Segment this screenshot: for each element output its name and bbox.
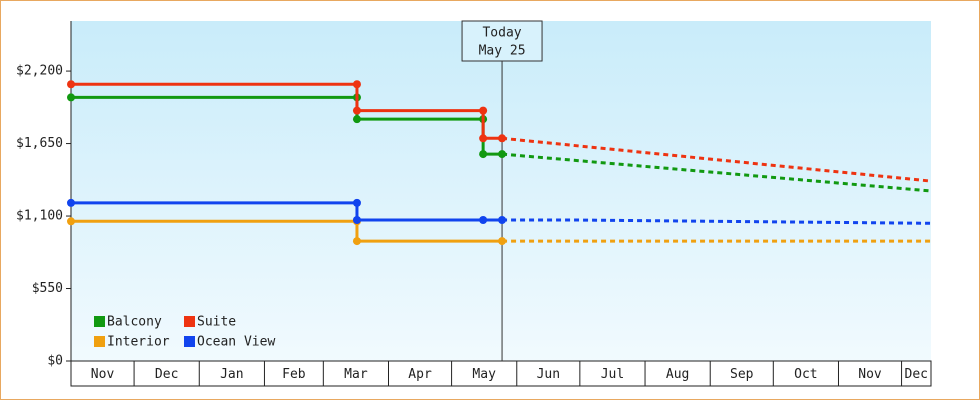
legend-swatch [94,316,105,327]
price-point [352,115,361,124]
price-point [352,80,361,89]
y-tick-label: $2,200 [16,64,63,79]
legend-swatch [184,336,195,347]
plot-background [71,21,931,361]
x-tick-label: Nov [858,367,882,382]
price-point [67,198,75,207]
legend-swatch [184,316,195,327]
forecast-line [502,218,932,225]
price-point [352,106,361,115]
y-tick-label: $1,100 [16,209,63,224]
price-point [352,215,361,224]
price-point [67,217,75,226]
y-tick-label: $550 [32,281,63,296]
price-point [479,134,488,143]
history-line [71,219,503,243]
x-tick-label: Jun [537,367,560,382]
price-point [352,237,361,246]
x-tick-label: Aug [666,367,689,382]
x-tick-label: Jan [220,367,243,382]
today-label: May 25 [479,44,526,59]
y-tick-label: $1,650 [16,136,63,151]
legend-swatch [94,336,105,347]
x-tick-label: May [472,367,496,382]
price-point [67,80,75,89]
x-tick-label: Nov [91,367,115,382]
y-tick-label: $0 [47,354,63,369]
x-tick-label: Jul [601,367,624,382]
x-tick-label: Apr [408,367,432,382]
x-tick-label: Oct [794,367,817,382]
x-tick-label: Mar [344,367,368,382]
price-point [479,215,488,224]
legend-label: Ocean View [197,335,275,350]
today-label: Today [482,26,521,41]
legend-label: Interior [107,335,170,350]
price-point [67,93,75,102]
x-tick-label: Feb [282,367,306,382]
x-tick-label: Dec [155,367,178,382]
x-axis [70,360,932,387]
price-point [498,215,507,224]
today-box [461,20,543,62]
price-point [479,150,488,159]
price-point [498,150,507,159]
price-point [352,198,361,207]
price-point [498,237,507,246]
price-point [498,134,507,143]
x-tick-label: Sep [730,367,754,382]
legend-label: Balcony [107,315,162,330]
x-tick-label: Dec [905,367,928,382]
price-point [479,106,488,115]
legend-label: Suite [197,315,236,330]
